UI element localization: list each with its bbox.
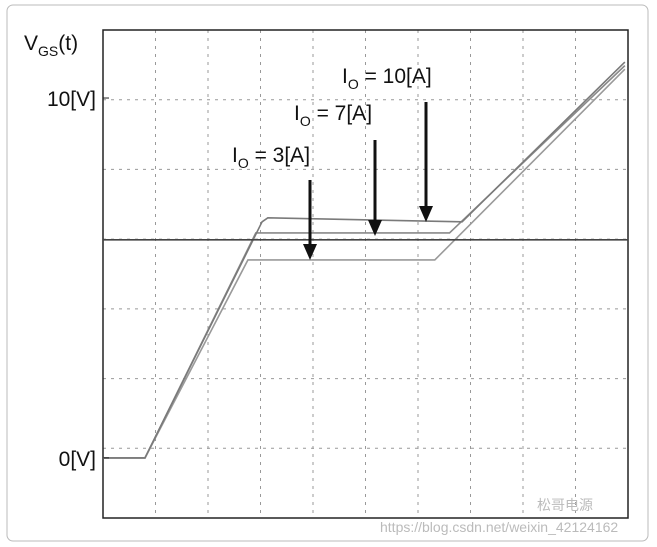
arrow-head <box>419 206 433 222</box>
annotation-main: I <box>232 144 238 167</box>
annotation-sub: O <box>348 76 359 92</box>
annotation-main: I <box>342 65 348 88</box>
arrow-head <box>368 220 382 236</box>
y-label-rest: (t) <box>58 32 78 55</box>
annotation-arrows <box>303 102 433 260</box>
outer-frame <box>6 4 649 542</box>
annotation-sub: O <box>300 113 311 129</box>
y-label-sub: GS <box>38 43 58 59</box>
annotation-sub: O <box>238 155 249 171</box>
traces <box>103 61 628 459</box>
annotation: IO = 10[A] <box>342 65 432 92</box>
watermark: https://blog.csdn.net/weixin_42124162 <box>380 519 618 535</box>
annotation: IO = 3[A] <box>232 144 310 171</box>
annotation-main: I <box>294 102 300 125</box>
annotation-rest: = 3[A] <box>249 144 310 167</box>
y-tick-label: 10[V] <box>47 88 96 111</box>
y-label-main: V <box>24 32 38 55</box>
annotation-rest: = 7[A] <box>311 102 372 125</box>
trace <box>103 61 626 459</box>
plot-frame <box>102 29 629 519</box>
annotation-rest: = 10[A] <box>359 65 432 88</box>
y-axis-label: VGS(t) <box>24 32 78 59</box>
arrow-head <box>303 244 317 260</box>
watermark: 松哥电源 <box>537 497 593 513</box>
annotation: IO = 7[A] <box>294 102 372 129</box>
y-tick-label: 0[V] <box>59 448 96 471</box>
